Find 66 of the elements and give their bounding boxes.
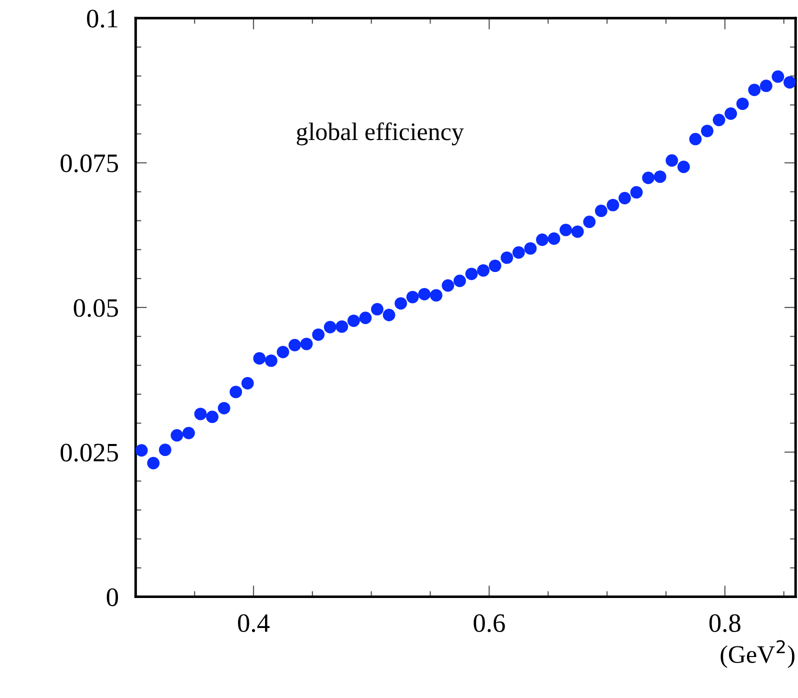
point — [618, 192, 631, 204]
point — [336, 320, 348, 333]
point — [736, 98, 749, 110]
point — [454, 274, 466, 288]
point — [536, 234, 548, 246]
y-tick-label: 0.1 — [87, 10, 118, 28]
y-tick-label: 0.05 — [74, 299, 118, 317]
point — [548, 232, 560, 245]
point — [606, 198, 620, 212]
point — [158, 444, 172, 456]
point — [300, 338, 313, 350]
point — [276, 346, 290, 358]
point — [170, 429, 184, 442]
point — [512, 246, 525, 259]
point — [347, 314, 360, 327]
point — [406, 290, 419, 304]
point — [784, 76, 796, 89]
point — [241, 377, 254, 390]
point — [442, 279, 454, 292]
point — [666, 154, 678, 167]
point — [724, 107, 737, 120]
y-tick-label: 0.075 — [60, 154, 118, 172]
point — [371, 302, 384, 316]
point — [654, 170, 666, 183]
point — [524, 242, 537, 255]
point — [560, 224, 572, 236]
point — [230, 386, 242, 398]
point — [760, 80, 772, 92]
point — [500, 251, 514, 264]
point — [477, 264, 490, 277]
x-tick-label: 0.6 — [474, 614, 505, 632]
point — [748, 84, 761, 96]
point — [772, 70, 784, 83]
point — [583, 216, 596, 228]
point — [430, 289, 442, 302]
point — [642, 172, 655, 184]
point — [488, 260, 502, 272]
point — [594, 204, 608, 218]
point — [218, 402, 230, 414]
point — [147, 456, 160, 470]
x-tick-label: 0.4 — [238, 614, 270, 632]
point — [571, 225, 584, 238]
y-tick-label: 0 — [106, 588, 118, 606]
point — [264, 354, 278, 367]
point — [712, 114, 726, 126]
point — [312, 328, 325, 341]
point — [465, 268, 478, 280]
point — [701, 124, 714, 138]
point — [136, 444, 148, 457]
point — [394, 297, 408, 310]
point — [689, 132, 702, 146]
point — [253, 352, 266, 365]
x-axis-title: (GeV$^{2}$) — [720, 640, 794, 668]
point — [359, 312, 372, 324]
y-tick-label: 0.025 — [60, 444, 118, 462]
point — [677, 160, 690, 174]
point — [288, 338, 301, 352]
point — [324, 320, 336, 334]
point — [630, 186, 643, 199]
point — [382, 308, 396, 322]
point — [418, 288, 431, 300]
point — [194, 408, 207, 420]
x-tick-label: 0.8 — [709, 614, 740, 632]
point — [206, 410, 218, 424]
annotation: global efficiency — [296, 122, 464, 146]
point — [182, 426, 195, 440]
